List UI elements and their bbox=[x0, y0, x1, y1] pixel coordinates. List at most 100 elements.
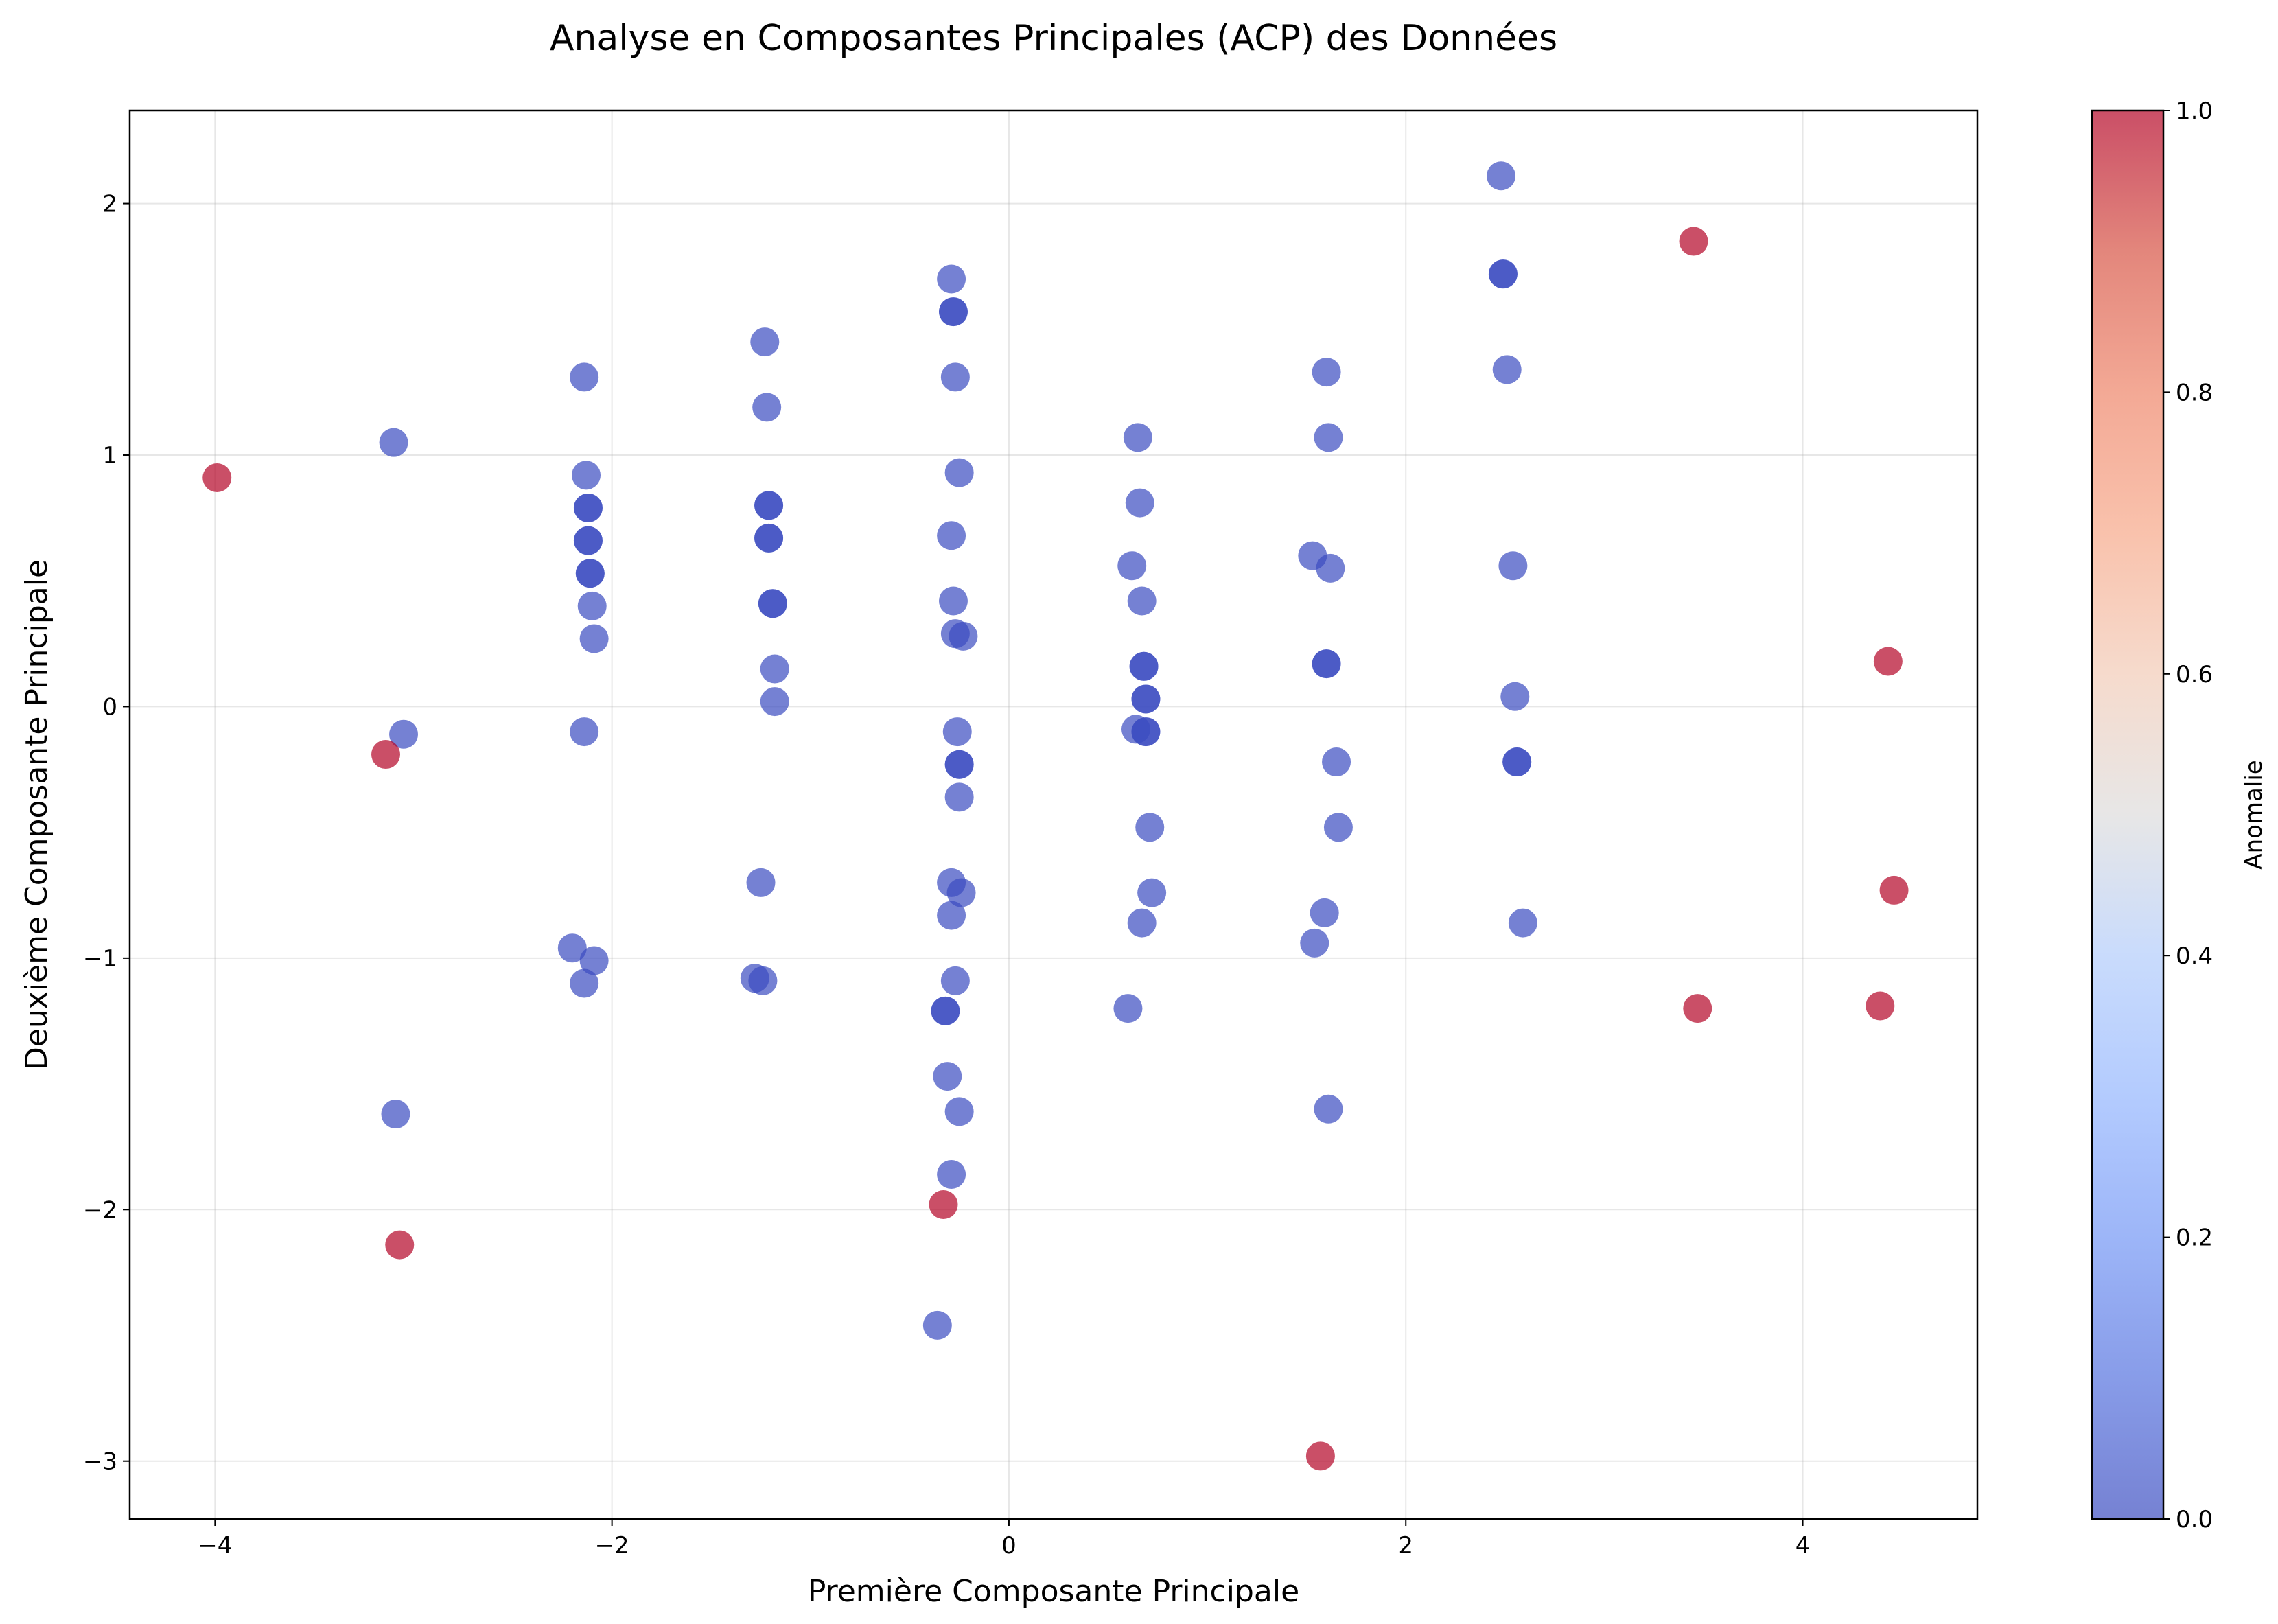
normal-point bbox=[570, 968, 599, 998]
normal-point bbox=[575, 559, 605, 588]
plot-frame bbox=[128, 109, 1979, 1520]
colorbar-tick-label: 0.0 bbox=[2176, 1506, 2213, 1533]
normal-point bbox=[572, 461, 601, 490]
normal-point bbox=[1508, 908, 1537, 938]
normal-point bbox=[750, 327, 780, 357]
normal-point bbox=[1300, 928, 1329, 958]
colorbar-ticks: 0.0 0.2 0.4 0.6 0.8 1.0 bbox=[2163, 97, 2213, 1533]
colorbar-label: Anomalie bbox=[2240, 760, 2268, 869]
normal-point bbox=[933, 1062, 962, 1091]
normal-point bbox=[570, 362, 599, 392]
y-axis-ticks: −3 −2 −1 0 1 2 bbox=[83, 191, 130, 1476]
normal-point bbox=[1131, 717, 1161, 747]
normal-point bbox=[573, 493, 603, 522]
normal-point bbox=[1129, 651, 1159, 681]
normal-point bbox=[940, 966, 970, 995]
data-points bbox=[202, 161, 1909, 1471]
normal-point bbox=[1322, 747, 1351, 777]
normal-point bbox=[1310, 898, 1339, 927]
normal-point bbox=[1314, 423, 1343, 452]
x-tick-label: −4 bbox=[198, 1532, 232, 1559]
x-tick-label: 0 bbox=[1001, 1532, 1016, 1559]
anomaly-point bbox=[1683, 994, 1712, 1023]
normal-point bbox=[1498, 551, 1528, 581]
y-axis-label: Deuxième Composante Principale bbox=[19, 559, 54, 1070]
normal-point bbox=[379, 428, 408, 457]
normal-point bbox=[1125, 488, 1154, 518]
normal-point bbox=[1312, 358, 1341, 387]
normal-point bbox=[1127, 908, 1157, 938]
normal-point bbox=[752, 393, 782, 422]
normal-point bbox=[931, 996, 960, 1025]
normal-point bbox=[577, 591, 607, 620]
normal-point bbox=[1323, 813, 1353, 842]
normal-point bbox=[940, 362, 970, 392]
normal-point bbox=[1117, 551, 1147, 581]
normal-point bbox=[922, 1310, 952, 1340]
normal-point bbox=[758, 589, 787, 618]
normal-point bbox=[944, 1097, 974, 1126]
colorbar-tick-label: 0.4 bbox=[2176, 942, 2213, 970]
normal-point bbox=[1137, 878, 1167, 907]
normal-point bbox=[937, 264, 966, 294]
normal-point bbox=[938, 297, 968, 327]
normal-point bbox=[1123, 423, 1152, 452]
normal-point bbox=[937, 1159, 966, 1189]
normal-point bbox=[946, 878, 976, 907]
anomaly-point bbox=[1873, 647, 1903, 676]
normal-point bbox=[1113, 994, 1143, 1023]
anomaly-point bbox=[1866, 991, 1895, 1021]
normal-point bbox=[1488, 259, 1518, 289]
chart-title: Analyse en Composantes Principales (ACP)… bbox=[550, 18, 1557, 59]
x-axis-label: Première Composante Principale bbox=[808, 1574, 1299, 1609]
normal-point bbox=[746, 868, 776, 897]
anomaly-point bbox=[202, 463, 232, 492]
normal-point bbox=[754, 523, 784, 553]
normal-point bbox=[938, 586, 968, 616]
normal-point bbox=[944, 458, 974, 487]
x-tick-label: 4 bbox=[1795, 1532, 1811, 1559]
colorbar bbox=[2091, 109, 2165, 1520]
normal-point bbox=[573, 526, 603, 555]
grid-lines bbox=[130, 111, 1977, 1519]
normal-point bbox=[381, 1100, 410, 1129]
y-tick-label: −3 bbox=[83, 1448, 117, 1476]
anomaly-point bbox=[1305, 1441, 1335, 1471]
normal-point bbox=[760, 654, 789, 684]
normal-point bbox=[579, 946, 609, 975]
normal-point bbox=[760, 687, 789, 717]
anomaly-point bbox=[929, 1190, 958, 1219]
colorbar-tick-label: 0.6 bbox=[2176, 661, 2213, 688]
normal-point bbox=[1492, 355, 1522, 384]
y-tick-label: −1 bbox=[83, 945, 117, 973]
normal-point bbox=[949, 621, 978, 651]
normal-point bbox=[748, 966, 778, 995]
colorbar-tick-label: 0.2 bbox=[2176, 1225, 2213, 1252]
normal-point bbox=[754, 491, 784, 520]
normal-point bbox=[1131, 684, 1161, 714]
normal-point bbox=[1487, 161, 1516, 191]
normal-point bbox=[1127, 586, 1157, 616]
x-axis-ticks: −4 −2 0 2 4 bbox=[198, 1519, 1810, 1559]
anomaly-point bbox=[371, 740, 401, 769]
normal-point bbox=[557, 933, 587, 963]
normal-point bbox=[389, 719, 419, 749]
normal-point bbox=[1314, 1094, 1343, 1124]
colorbar-tick-label: 0.8 bbox=[2176, 379, 2213, 406]
anomaly-point bbox=[385, 1230, 415, 1260]
normal-point bbox=[944, 782, 974, 812]
x-tick-label: 2 bbox=[1398, 1532, 1413, 1559]
colorbar-tick-label: 1.0 bbox=[2176, 97, 2213, 125]
normal-point bbox=[579, 624, 609, 653]
y-tick-label: 2 bbox=[102, 191, 117, 218]
normal-point bbox=[942, 717, 972, 747]
normal-point bbox=[1502, 747, 1532, 777]
normal-point bbox=[937, 521, 966, 550]
normal-point bbox=[937, 901, 966, 930]
normal-point bbox=[1500, 682, 1530, 711]
y-tick-label: −2 bbox=[83, 1196, 117, 1224]
normal-point bbox=[1135, 813, 1165, 842]
normal-point bbox=[1316, 553, 1345, 583]
